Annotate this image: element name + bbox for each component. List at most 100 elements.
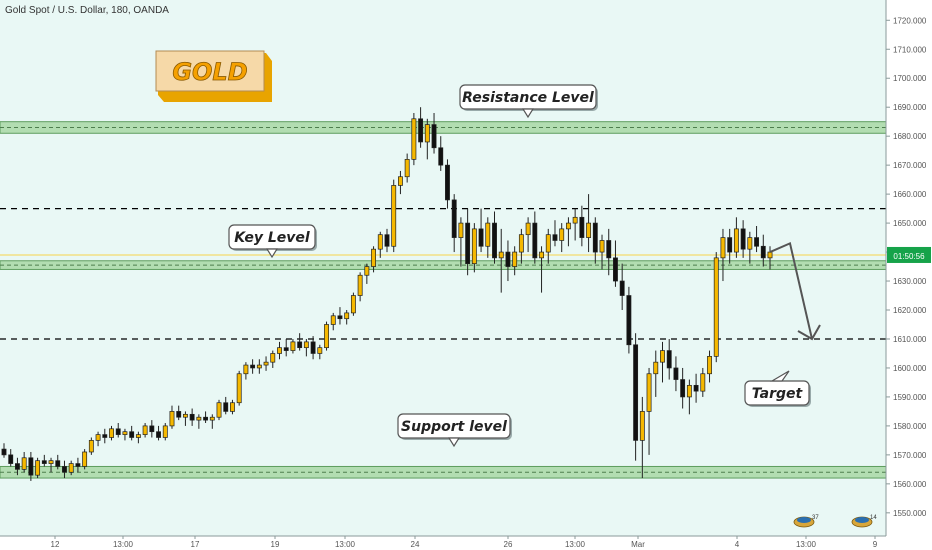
candle-body [8,454,14,464]
price-label-box [887,246,931,263]
candle-body [35,460,41,476]
y-tick-label: 1570.000 [893,451,927,460]
candle-body [673,367,679,380]
candle-body [559,228,565,241]
x-tick-label: 17 [191,540,200,549]
candle-body [572,216,578,224]
chart-title: Gold Spot / U.S. Dollar, 180, OANDA [5,5,169,16]
candle-body [182,413,188,418]
y-tick-label: 1550.000 [893,509,927,518]
support-callout-label: Support level [401,419,507,435]
projection-arrowhead [797,324,821,341]
candle-body [122,431,128,435]
event-badge-2: 14 [851,515,877,528]
candle-body [1,448,7,456]
candle-body [626,295,632,346]
candle-body [270,353,276,363]
candle-body [418,118,424,143]
candle-body [606,240,612,259]
candle-body [485,222,491,247]
candle-body [283,347,289,351]
candle-body [337,315,343,320]
candle-body [28,457,34,476]
candle-body [135,434,141,438]
candle-body [760,245,766,259]
candle-body [733,228,739,253]
candle-body [653,361,659,375]
candle-body [445,164,450,201]
callout-pointer [265,248,279,259]
candle-body [243,364,249,375]
key-callout: Key Level [228,224,317,259]
event-badge-1-count: 37 [812,515,819,521]
x-tick-label: 13:00 [113,540,134,549]
candle-body [438,147,444,166]
candle-body [75,463,81,467]
candle-body [693,384,699,392]
candle-body [478,228,484,247]
candle-body [149,425,155,433]
logo-face [155,50,265,92]
x-tick-label: 12 [51,540,60,549]
resistance-callout-label: Resistance Level [462,90,594,106]
x-tick-label: 4 [735,540,740,549]
y-tick-label: 1560.000 [893,480,927,489]
candle-body [357,274,363,296]
x-tick-label: Mar [631,540,645,549]
candle-body [169,411,175,427]
candle-body [586,222,592,238]
candle-body [324,324,329,349]
candle-body [660,350,665,363]
callout-pointer [521,108,535,119]
y-tick-label: 1720.000 [893,16,927,25]
event-badge-1: 37 [793,515,819,528]
candle-body [196,416,202,421]
candle-body [68,463,74,473]
y-tick-label: 1580.000 [893,422,927,431]
candle-body [230,402,235,412]
badge-flag [855,517,869,523]
candle-body [350,295,356,314]
candle-body [290,341,296,351]
candle-body [552,234,558,241]
time-axis-panel [0,536,886,550]
candle-body [223,402,229,412]
y-tick-label: 1680.000 [893,132,927,141]
candle-body [48,460,54,464]
logo-text: GOLD [172,58,247,86]
candle-body [303,341,309,349]
candle-body [767,251,773,259]
candle-body [256,364,262,369]
candle-body [592,222,598,253]
candle-body [263,361,269,366]
candle-body [156,431,161,438]
projection-path [769,241,813,340]
candle-body [344,312,350,320]
y-tick-label: 1610.000 [893,335,927,344]
x-tick-label: 19 [271,540,280,549]
y-tick-label: 1650.000 [893,219,927,228]
candle-body [384,234,390,247]
candle-body [41,460,47,464]
event-badge-2-count: 14 [870,515,877,521]
y-tick-label: 1600.000 [893,364,927,373]
callout-pointer [769,370,790,382]
candle-body [398,176,403,186]
candle-body [364,266,370,276]
candle-body [310,341,316,354]
price-label-text: 01:50:56 [893,252,925,261]
candle-body [613,257,618,282]
candle-body [579,216,585,238]
candle-body [391,185,397,247]
candle-body [102,434,108,438]
candle-body [236,373,242,404]
candle-body [599,240,605,253]
price-axis-panel [886,0,932,550]
candle-body [297,341,303,349]
candle-body [15,463,20,470]
candle-body [498,251,504,259]
candle-body [115,428,121,435]
key-callout-label: Key Level [234,230,310,246]
